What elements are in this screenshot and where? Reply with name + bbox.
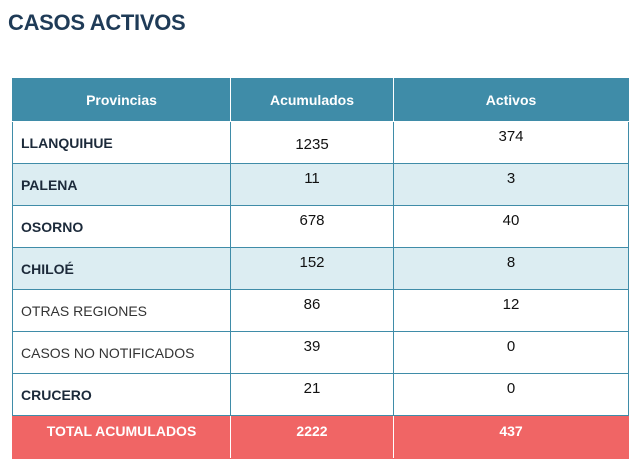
acumulados-cell: 1235 xyxy=(230,121,394,164)
acumulados-value: 39 xyxy=(303,338,321,355)
table-row: CHILOÉ 152 8 xyxy=(12,247,629,290)
activos-cell: 40 xyxy=(393,205,629,248)
total-label-text: TOTAL ACUMULADOS xyxy=(46,423,197,439)
total-acumulados-value: 2222 xyxy=(296,423,328,439)
page-title: CASOS ACTIVOS xyxy=(8,10,186,35)
activos-cell: 3 xyxy=(393,163,629,206)
acumulados-cell: 21 xyxy=(230,373,394,416)
acumulados-cell: 39 xyxy=(230,331,394,374)
acumulados-value: 21 xyxy=(303,380,321,397)
activos-value: 40 xyxy=(502,212,520,229)
provincia-cell: CHILOÉ xyxy=(12,247,231,290)
acumulados-cell: 86 xyxy=(230,289,394,332)
table-row: CRUCERO 21 0 xyxy=(12,373,629,416)
total-label: TOTAL ACUMULADOS xyxy=(12,415,231,459)
total-row: TOTAL ACUMULADOS 2222 437 xyxy=(12,415,629,459)
acumulados-value: 1235 xyxy=(295,136,329,153)
table-row: OSORNO 678 40 xyxy=(12,205,629,248)
acumulados-cell: 678 xyxy=(230,205,394,248)
activos-cell: 0 xyxy=(393,373,629,416)
activos-value: 12 xyxy=(502,296,520,313)
activos-value: 0 xyxy=(506,338,516,355)
activos-cell: 8 xyxy=(393,247,629,290)
acumulados-value: 152 xyxy=(299,254,325,271)
activos-value: 3 xyxy=(506,170,516,187)
acumulados-value: 86 xyxy=(303,296,321,313)
table-row: OTRAS REGIONES 86 12 xyxy=(12,289,629,332)
table-header-row: Provincias Acumulados Activos xyxy=(12,78,629,122)
acumulados-cell: 152 xyxy=(230,247,394,290)
provincia-cell: LLANQUIHUE xyxy=(12,121,231,164)
total-acumulados-cell: 2222 xyxy=(230,415,394,459)
total-activos-value: 437 xyxy=(499,423,523,439)
provincia-cell: CRUCERO xyxy=(12,373,231,416)
provincia-cell: OTRAS REGIONES xyxy=(12,289,231,332)
header-provincias: Provincias xyxy=(12,78,231,122)
acumulados-value: 11 xyxy=(304,170,320,187)
activos-cell: 12 xyxy=(393,289,629,332)
provincia-cell: PALENA xyxy=(12,163,231,206)
activos-value: 0 xyxy=(506,380,516,397)
acumulados-cell: 11 xyxy=(230,163,394,206)
header-acumulados: Acumulados xyxy=(230,78,394,122)
activos-value: 8 xyxy=(506,254,516,271)
activos-cell: 0 xyxy=(393,331,629,374)
provincia-cell: CASOS NO NOTIFICADOS xyxy=(12,331,231,374)
activos-cell: 374 xyxy=(393,121,629,164)
table-row: CASOS NO NOTIFICADOS 39 0 xyxy=(12,331,629,374)
table-row: LLANQUIHUE 1235 374 xyxy=(12,121,629,164)
total-activos-cell: 437 xyxy=(393,415,629,459)
table-row: PALENA 11 3 xyxy=(12,163,629,206)
header-activos: Activos xyxy=(393,78,629,122)
provincia-cell: OSORNO xyxy=(12,205,231,248)
cases-table: Provincias Acumulados Activos LLANQUIHUE… xyxy=(12,78,629,459)
activos-value: 374 xyxy=(498,128,524,145)
acumulados-value: 678 xyxy=(299,212,325,229)
